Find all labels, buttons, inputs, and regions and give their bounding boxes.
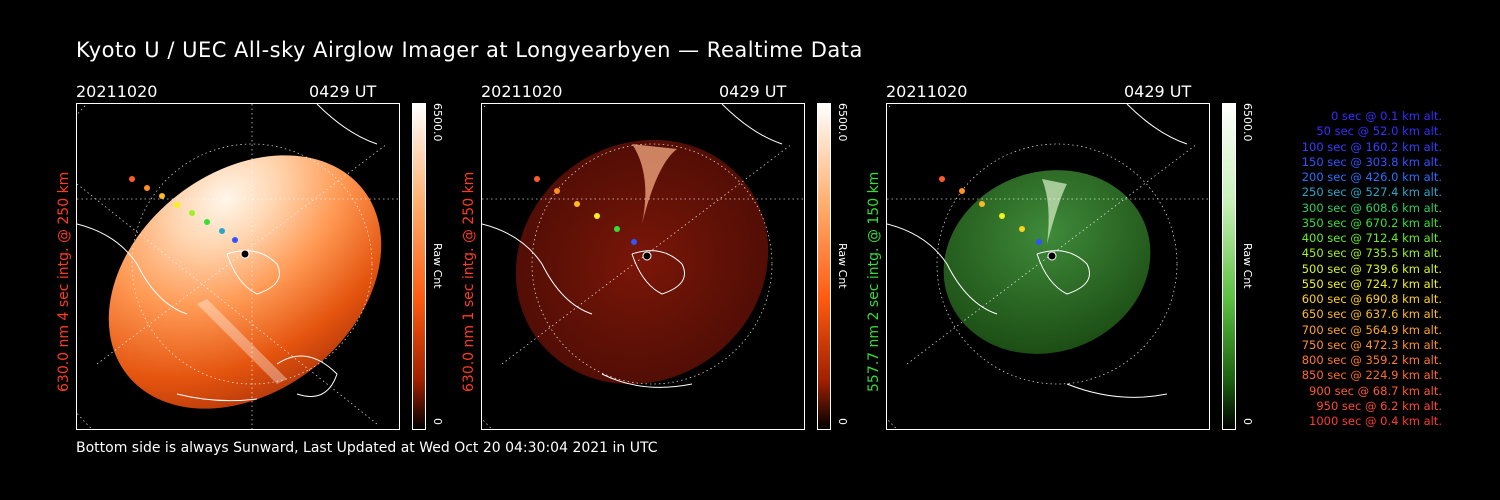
panel3-trajectory (939, 176, 1057, 261)
panel2-trajectory (534, 176, 652, 261)
legend-item: 0 sec @ 0.1 km alt. (1330, 109, 1442, 123)
footer-status: Bottom side is always Sunward, Last Upda… (76, 440, 658, 456)
legend-item: 500 sec @ 739.6 km alt. (1301, 261, 1442, 276)
panel1-colorbar-unit: Raw Cnt (431, 243, 444, 289)
trajectory-legend: 0 sec @ 0.1 km alt. 50 sec @ 52.0 km alt.… (1262, 109, 1442, 429)
panel1-colorbar-max: 6500.0 (431, 103, 444, 142)
panel2-grid-lines (482, 104, 804, 429)
panel2-date: 20211020 (481, 82, 563, 101)
panel1-grid-lines (77, 104, 399, 429)
panel2-allsky-image (481, 103, 805, 430)
panel2-colorbar-max: 6500.0 (836, 103, 849, 142)
panel2-colorbar (817, 103, 831, 430)
panel1-sky-disk (108, 155, 382, 409)
legend-item: 1000 sec @ 0.4 km alt. (1309, 414, 1442, 428)
panel2-colorbar-unit: Raw Cnt (836, 243, 849, 289)
panel1-colorbar (412, 103, 426, 430)
panel1-colorbar-min: 0 (431, 418, 444, 425)
panel2-colorbar-min: 0 (836, 418, 849, 425)
panel2-time: 0429 UT (719, 82, 787, 101)
legend-item: 900 sec @ 68.7 km alt. (1309, 383, 1442, 398)
legend-item: 50 sec @ 52.0 km alt. (1316, 124, 1442, 139)
legend-item: 450 sec @ 735.5 km alt. (1301, 246, 1442, 261)
legend-item: 600 sec @ 690.8 km alt. (1301, 292, 1442, 306)
panel1-trajectory (129, 176, 250, 259)
panel3-colorbar-unit: Raw Cnt (1241, 243, 1254, 289)
legend-item: 750 sec @ 472.3 km alt. (1301, 337, 1442, 352)
panel3-colorbar-max: 6500.0 (1241, 103, 1254, 142)
panel1-coastlines (77, 104, 378, 402)
panel3-coastlines (887, 104, 1188, 398)
page-title: Kyoto U / UEC All-sky Airglow Imager at … (76, 38, 863, 62)
legend-item: 650 sec @ 637.6 km alt. (1301, 307, 1442, 322)
legend-item: 700 sec @ 564.9 km alt. (1301, 322, 1442, 337)
legend-item: 100 sec @ 160.2 km alt. (1301, 139, 1442, 154)
legend-item: 150 sec @ 303.8 km alt. (1301, 154, 1442, 169)
legend-item: 300 sec @ 608.6 km alt. (1301, 200, 1442, 215)
panel2-sky-disk (515, 139, 769, 385)
panel1-date: 20211020 (76, 82, 158, 101)
panel2-coastlines (482, 104, 783, 388)
panel1-allsky-image (76, 103, 400, 430)
legend-item: 950 sec @ 6.2 km alt. (1316, 398, 1442, 413)
panel3-time: 0429 UT (1124, 82, 1192, 101)
legend-item: 200 sec @ 426.0 km alt. (1301, 170, 1442, 184)
panel1-wavelength-label: 630.0 nm 4 sec intg. @ 250 km (56, 171, 72, 392)
panel3-colorbar-min: 0 (1241, 418, 1254, 425)
panel1-time: 0429 UT (309, 82, 377, 101)
legend-item: 250 sec @ 527.4 km alt. (1301, 185, 1442, 200)
panel3-allsky-image (886, 103, 1210, 430)
legend-item: 850 sec @ 224.9 km alt. (1301, 368, 1442, 383)
panel3-grid-lines (887, 104, 1209, 429)
panel3-colorbar (1222, 103, 1236, 430)
panel3-sky-disk (943, 170, 1151, 354)
panel2-wavelength-label: 630.0 nm 1 sec intg. @ 250 km (461, 171, 477, 392)
legend-item: 350 sec @ 670.2 km alt. (1301, 215, 1442, 230)
legend-item: 800 sec @ 359.2 km alt. (1301, 353, 1442, 367)
panel3-date: 20211020 (886, 82, 968, 101)
legend-item: 400 sec @ 712.4 km alt. (1301, 231, 1442, 245)
legend-item: 550 sec @ 724.7 km alt. (1301, 276, 1442, 291)
panel3-wavelength-label: 557.7 nm 2 sec intg. @ 150 km (866, 171, 882, 392)
